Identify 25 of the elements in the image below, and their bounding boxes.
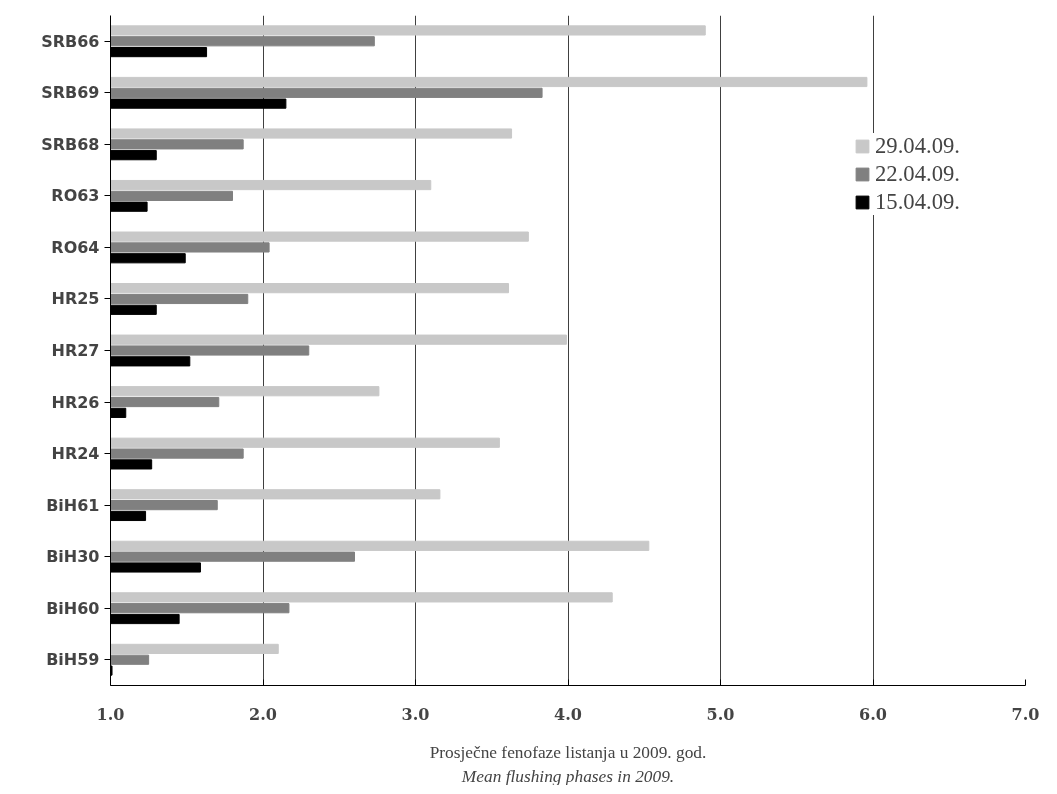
y-tick-label: SRB69 xyxy=(41,83,100,103)
y-tick-label: SRB66 xyxy=(41,31,100,51)
y-tick-label: RO63 xyxy=(51,186,100,206)
y-tick-label: HR25 xyxy=(51,289,100,309)
y-tick-label: BiH61 xyxy=(46,495,100,515)
y-tick-label: RO64 xyxy=(51,237,100,257)
y-tick-label: SRB68 xyxy=(41,134,100,154)
y-tick-label: HR24 xyxy=(51,444,100,464)
x-tick-label: 4.0 xyxy=(554,704,582,724)
y-tick-label: BiH30 xyxy=(46,547,100,567)
text: Mean flushing phases in 2009. xyxy=(460,766,675,786)
legend-label: 29.04.09. xyxy=(875,133,960,159)
x-tick-label: 6.0 xyxy=(859,704,887,724)
y-tick-label: BiH60 xyxy=(46,598,100,618)
legend-label: 22.04.09. xyxy=(875,161,960,187)
y-tick-label: HR26 xyxy=(51,392,100,412)
x-tick-label: 7.0 xyxy=(1011,704,1040,724)
legend-label: 15.04.09. xyxy=(875,189,960,215)
x-tick-label: 5.0 xyxy=(706,704,735,724)
x-tick-label: 2.0 xyxy=(249,704,277,724)
y-tick-label: BiH59 xyxy=(46,650,100,670)
y-tick-label: HR27 xyxy=(51,341,100,360)
x-tick-label: 1.0 xyxy=(96,704,125,724)
x-axis-title: Prosječne fenofaze listanja u 2009. god. xyxy=(429,742,707,762)
x-tick-label: 3.0 xyxy=(401,704,430,724)
